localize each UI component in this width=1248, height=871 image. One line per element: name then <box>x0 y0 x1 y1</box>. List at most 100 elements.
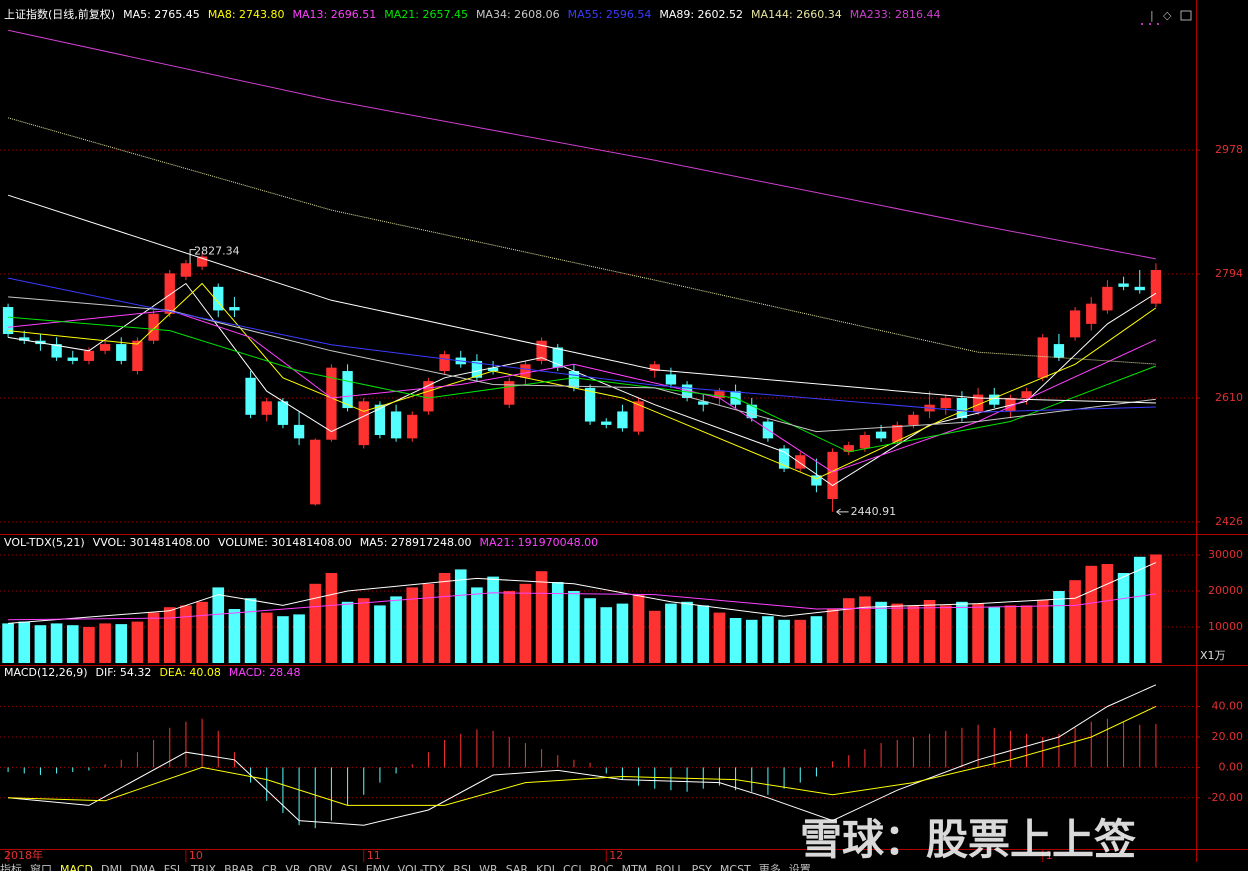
panel-title: MACD(12,26,9) <box>4 666 88 679</box>
tab[interactable]: DMI <box>100 863 123 871</box>
volume-bar <box>228 609 241 663</box>
candle-body <box>940 397 951 409</box>
candle-body <box>261 401 272 415</box>
panel-legend: MACD(12,26,9) DIF: 54.32 DEA: 40.08 MACD: 2… <box>4 666 301 679</box>
tab[interactable]: VR <box>285 863 301 871</box>
tab[interactable]: TRIX <box>190 863 217 871</box>
tab[interactable]: EMV <box>365 863 390 871</box>
volume-bar <box>535 571 548 663</box>
tab[interactable]: BOLL <box>655 863 684 871</box>
candle-body <box>1150 270 1162 304</box>
volume-bar <box>842 598 855 663</box>
tab[interactable]: RSI <box>453 863 472 871</box>
volume-bar <box>374 605 386 663</box>
tab[interactable]: 指标 <box>0 863 22 871</box>
volume-bar <box>713 612 726 663</box>
volume-bar <box>163 607 176 663</box>
candle-body <box>19 337 30 341</box>
volume-bar <box>778 619 790 663</box>
volume-bar <box>519 583 532 663</box>
volume-bar <box>648 610 661 663</box>
legend-entry: VOLUME: 301481408.00 <box>218 536 352 549</box>
legend-entry: MA13: 2696.51 <box>293 8 377 21</box>
candle-body <box>908 414 919 425</box>
panel-title: VOL-TDX(5,21) <box>4 536 85 549</box>
candle-body <box>1005 397 1016 412</box>
volume-bar <box>1133 556 1146 663</box>
indicator-line <box>8 309 1157 473</box>
candle-body <box>665 374 677 385</box>
candle-body <box>2 307 14 334</box>
tab[interactable]: MTM <box>621 863 648 871</box>
indicator-line <box>8 684 1157 826</box>
legend-entry: MA144: 2660.34 <box>751 8 842 21</box>
tab[interactable]: DMA <box>130 863 156 871</box>
candle-body <box>358 401 369 446</box>
tab[interactable]: CCI <box>562 863 582 871</box>
legend-entry: MACD: 28.48 <box>229 666 301 679</box>
tab[interactable]: 窗口 <box>30 863 52 871</box>
indicator-line <box>8 592 1156 621</box>
candle-body <box>1037 337 1048 378</box>
volume-bar <box>1069 580 1081 663</box>
tab[interactable]: PSY <box>691 863 712 871</box>
annotation: 2440.91 <box>851 505 897 518</box>
legend-entry: DEA: 40.08 <box>159 666 220 679</box>
candle-body <box>811 475 822 486</box>
tab[interactable]: FSL <box>163 863 183 871</box>
y-tick-label: 20000 <box>1208 584 1243 597</box>
candle-body <box>1021 391 1032 398</box>
candle-body <box>67 357 78 361</box>
candle-body <box>245 377 256 415</box>
volume-bar <box>18 621 31 663</box>
volume-bar <box>406 587 419 663</box>
x-tick-label: 2018年 <box>4 848 43 862</box>
volume-bar <box>357 598 370 663</box>
candle-body <box>778 448 790 469</box>
tab[interactable]: CR <box>262 863 278 871</box>
volume-bar <box>422 583 435 663</box>
volume-bar <box>745 619 758 663</box>
volume-bar <box>956 601 968 663</box>
tab[interactable]: VOL-TDX <box>397 863 446 871</box>
volume-bar <box>665 603 677 663</box>
candle-body <box>520 364 531 378</box>
legend-entry: MA5: 2765.45 <box>123 8 200 21</box>
candle-body <box>51 344 62 358</box>
candle-body <box>552 347 563 368</box>
tab[interactable]: WR <box>479 863 498 871</box>
tab[interactable]: KDJ <box>536 863 555 871</box>
indicator-line <box>8 282 1157 480</box>
tab[interactable]: BRAR <box>224 863 255 871</box>
watermark: 雪球：股票上上签 <box>800 815 1137 864</box>
tab[interactable]: SAR <box>505 863 529 871</box>
candle-body <box>601 421 612 425</box>
candle-body <box>504 381 515 405</box>
tab[interactable]: 设置 <box>788 863 811 871</box>
candle-body <box>83 350 95 361</box>
volume-bar <box>212 587 225 663</box>
candle-body <box>1069 310 1081 338</box>
volume-bar <box>891 603 904 663</box>
x-tick-label: 1 <box>1046 849 1053 862</box>
candle-body <box>536 340 547 361</box>
tab[interactable]: 更多 <box>758 863 781 871</box>
tab[interactable]: OBV <box>308 863 332 871</box>
tab[interactable]: ASI <box>339 863 358 871</box>
volume-bar <box>859 596 871 663</box>
tab[interactable]: MACD <box>60 863 93 871</box>
volume-bar <box>83 627 95 663</box>
volume-bar <box>632 594 645 663</box>
panel-title: 上证指数(日线,前复权) <box>4 7 115 21</box>
legend-entry: MA5: 278917248.00 <box>360 536 472 549</box>
window-icons[interactable]: | ◇ <box>1141 9 1192 25</box>
candle-body <box>568 371 580 388</box>
y-tick-label: 2610 <box>1215 391 1243 404</box>
tab[interactable]: ROC <box>589 863 614 871</box>
tab[interactable]: MCST <box>719 863 751 871</box>
volume-bar <box>1020 605 1033 663</box>
volume-bar <box>277 616 289 663</box>
candle-body <box>116 344 127 361</box>
